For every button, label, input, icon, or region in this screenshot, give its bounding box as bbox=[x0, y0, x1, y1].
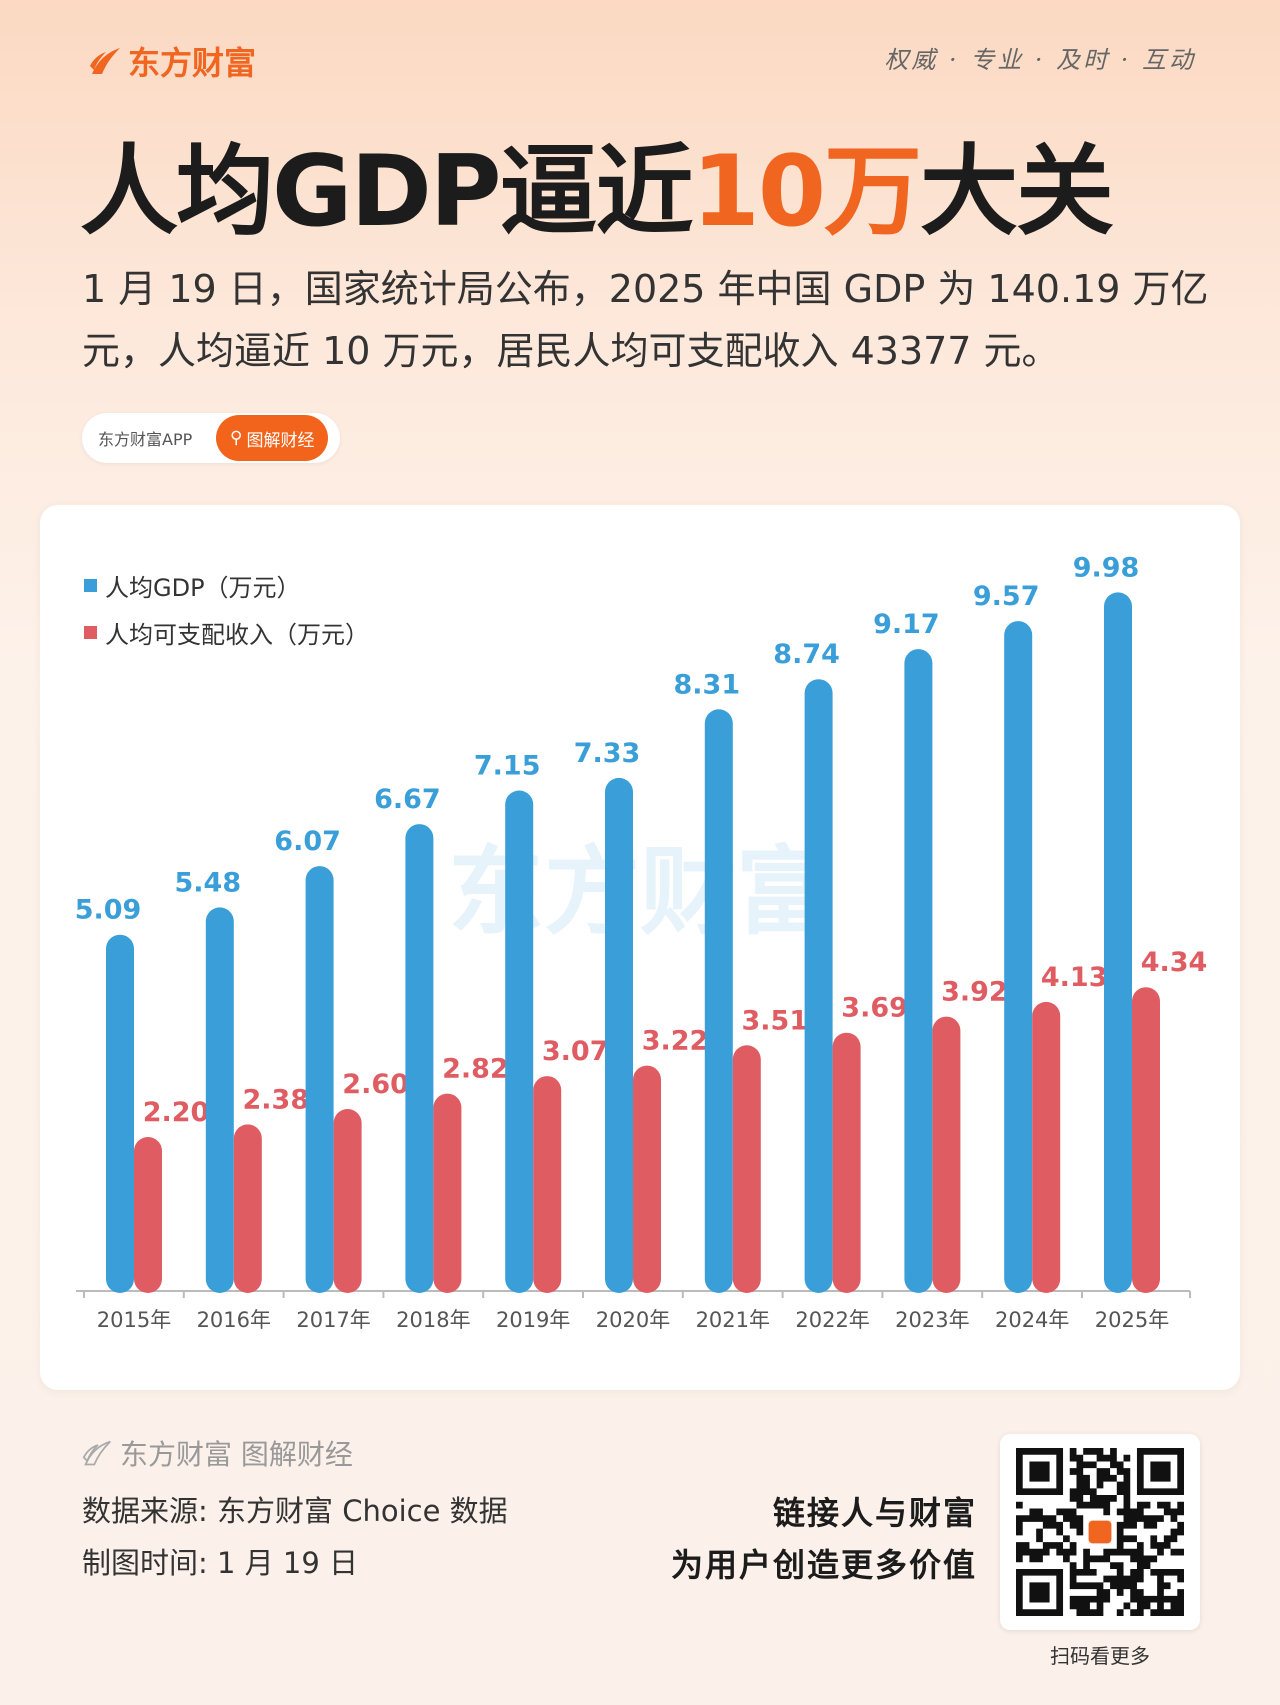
income-value-label: 3.07 bbox=[542, 1036, 609, 1067]
gdp-bar bbox=[106, 934, 134, 1293]
gdp-value-label: 8.31 bbox=[673, 669, 740, 700]
x-tick-label: 2024年 bbox=[995, 1308, 1069, 1332]
x-tick-label: 2015年 bbox=[97, 1308, 171, 1332]
income-value-label: 3.92 bbox=[941, 977, 1008, 1008]
gdp-value-label: 9.57 bbox=[973, 581, 1040, 612]
brand-logo: 东方财富 bbox=[88, 38, 256, 84]
legend-income: 人均可支配收入（万元） bbox=[84, 615, 369, 650]
search-icon: ⚲ bbox=[230, 428, 243, 448]
data-source: 数据来源: 东方财富 Choice 数据 bbox=[82, 1494, 508, 1528]
x-tick-label: 2018年 bbox=[396, 1308, 470, 1332]
tagline-1: 链接人与财富 bbox=[772, 1494, 977, 1532]
app-name: 东方财富APP bbox=[98, 430, 193, 449]
x-tick-label: 2023年 bbox=[895, 1308, 969, 1332]
gdp-bar bbox=[1004, 621, 1033, 1293]
gdp-bar bbox=[704, 709, 733, 1293]
slogan: 权威 · 专业 · 及时 · 互动 bbox=[884, 46, 1196, 74]
income-value-label: 2.20 bbox=[143, 1097, 210, 1128]
intro-text: 1 月 19 日，国家统计局公布，2025 年中国 GDP 为 140.19 万… bbox=[82, 267, 1209, 373]
income-value-label: 4.13 bbox=[1041, 962, 1108, 993]
qr-logo-icon bbox=[1088, 1520, 1112, 1544]
footer-logo-text: 东方财富 图解财经 bbox=[120, 1438, 353, 1471]
x-tick-label: 2022年 bbox=[795, 1308, 869, 1332]
logo-feather-icon bbox=[82, 1440, 111, 1466]
gdp-value-label: 5.09 bbox=[75, 895, 142, 926]
qr-code[interactable] bbox=[1000, 1434, 1200, 1630]
search-tag-button[interactable]: ⚲ 图解财经 bbox=[216, 415, 329, 461]
legend-swatch bbox=[84, 579, 97, 592]
logo-feather-icon bbox=[90, 48, 120, 74]
search-pill[interactable]: 东方财富APP ⚲ 图解财经 bbox=[82, 413, 340, 463]
income-bar bbox=[1132, 987, 1160, 1293]
x-tick-label: 2020年 bbox=[596, 1308, 670, 1332]
title-part: 人均GDP逼近 bbox=[80, 135, 694, 249]
income-value-label: 3.69 bbox=[841, 993, 908, 1024]
income-bar bbox=[333, 1109, 362, 1293]
income-bar bbox=[433, 1093, 462, 1293]
gdp-bar bbox=[505, 790, 534, 1293]
income-bar bbox=[832, 1032, 861, 1293]
search-tag-label: 图解财经 bbox=[246, 430, 315, 451]
income-bar bbox=[134, 1137, 162, 1293]
income-value-label: 3.51 bbox=[741, 1005, 808, 1036]
gdp-bar bbox=[904, 649, 933, 1293]
legend-gdp: 人均GDP（万元） bbox=[84, 568, 301, 603]
legend-swatch bbox=[84, 626, 97, 639]
income-bar bbox=[233, 1124, 262, 1293]
gdp-bar bbox=[405, 824, 434, 1293]
gdp-value-label: 6.07 bbox=[274, 826, 341, 857]
income-bar bbox=[732, 1045, 761, 1293]
gdp-value-label: 8.74 bbox=[773, 639, 840, 670]
gdp-bar bbox=[205, 907, 234, 1293]
title-highlight: 10万 bbox=[691, 135, 922, 249]
income-value-label: 4.34 bbox=[1141, 947, 1208, 978]
footer-logo: 东方财富 图解财经 bbox=[82, 1433, 353, 1473]
income-value-label: 2.60 bbox=[342, 1069, 409, 1100]
income-value-label: 2.38 bbox=[242, 1084, 309, 1115]
gdp-value-label: 5.48 bbox=[174, 867, 241, 898]
x-tick-label: 2025年 bbox=[1095, 1308, 1169, 1332]
chart-date: 制图时间: 1 月 19 日 bbox=[82, 1546, 358, 1580]
tagline-2: 为用户创造更多价值 bbox=[670, 1546, 977, 1584]
title-part: 大关 bbox=[920, 135, 1114, 249]
gdp-value-label: 9.98 bbox=[1073, 552, 1140, 583]
x-tick-label: 2017年 bbox=[296, 1308, 370, 1332]
gdp-value-label: 6.67 bbox=[374, 784, 441, 815]
qr-code-image bbox=[1016, 1448, 1184, 1616]
legend-label: 人均GDP（万元） bbox=[105, 574, 301, 602]
qr-caption: 扫码看更多 bbox=[1050, 1644, 1150, 1668]
gdp-bar bbox=[305, 866, 334, 1293]
income-bar bbox=[533, 1076, 562, 1293]
gdp-bar bbox=[804, 679, 833, 1293]
gdp-value-label: 7.15 bbox=[474, 751, 541, 782]
gdp-bar bbox=[605, 777, 633, 1293]
logo-text: 东方财富 bbox=[128, 44, 257, 82]
bar-chart: 东方财富2015年5.092.202016年5.482.382017年6.072… bbox=[75, 552, 1208, 1332]
income-value-label: 2.82 bbox=[442, 1054, 509, 1085]
legend-label: 人均可支配收入（万元） bbox=[105, 621, 369, 649]
chart-card: 人均GDP（万元） 人均可支配收入（万元） 东方财富 2015年 5.09 2.20 2… bbox=[40, 505, 1240, 1390]
gdp-value-label: 9.17 bbox=[873, 609, 940, 640]
income-bar bbox=[932, 1016, 961, 1293]
income-value-label: 3.22 bbox=[642, 1026, 709, 1057]
page-title: 人均GDP逼近10万大关 bbox=[80, 112, 1114, 254]
income-bar bbox=[1032, 1001, 1061, 1293]
x-tick-label: 2016年 bbox=[197, 1308, 271, 1332]
income-bar bbox=[633, 1065, 661, 1293]
x-tick-label: 2019年 bbox=[496, 1308, 570, 1332]
gdp-bar bbox=[1104, 592, 1132, 1293]
x-tick-label: 2021年 bbox=[696, 1308, 770, 1332]
gdp-value-label: 7.33 bbox=[574, 738, 641, 769]
